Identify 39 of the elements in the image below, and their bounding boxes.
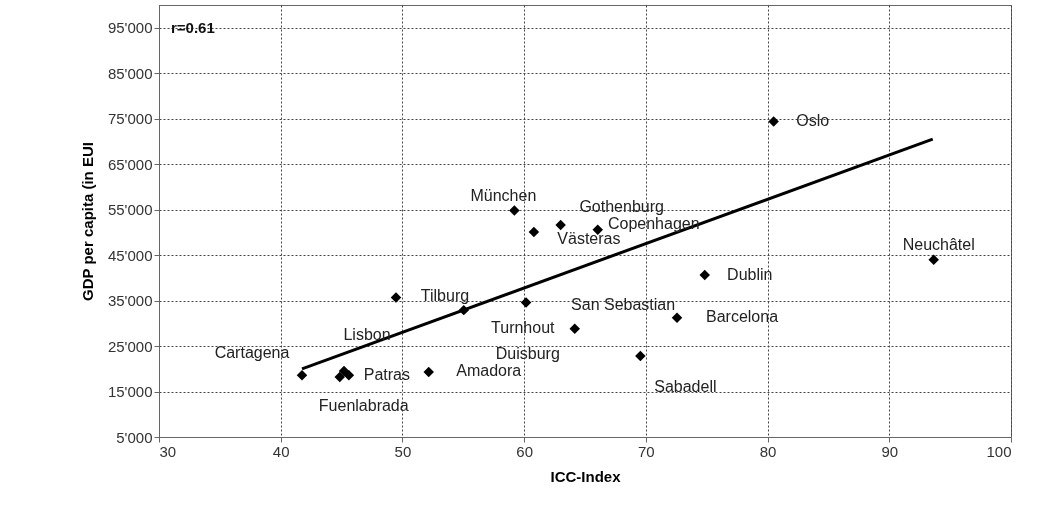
annotation: Turnhout: [491, 318, 556, 336]
annotation: München: [470, 186, 537, 204]
annotation: Copenhagen: [607, 214, 700, 232]
y-tick-label: 35'000: [107, 292, 153, 310]
x-tick-label: 40: [272, 442, 290, 460]
y-tick-label: 95'000: [107, 19, 153, 37]
y-tick-label: 85'000: [107, 64, 153, 82]
x-axis-title: ICC-Index: [550, 467, 622, 485]
annotation: Gothenburg: [579, 198, 664, 216]
annotation: Lisbon: [343, 326, 391, 344]
y-tick-label: 75'000: [107, 110, 153, 128]
annotation: Amadora: [456, 361, 522, 379]
annotation: Oslo: [796, 112, 830, 130]
x-tick-label: 100: [986, 442, 1012, 460]
annotation: Fuenlabrada: [318, 396, 409, 414]
annotation: Duisburg: [495, 345, 560, 363]
x-tick-label: 70: [638, 442, 655, 460]
y-tick-label: 15'000: [107, 383, 153, 401]
annotation: Patras: [363, 366, 410, 384]
annotation: Dublin: [727, 266, 773, 284]
annotation: Västeras: [557, 229, 621, 247]
annotation: Cartagena: [214, 344, 290, 362]
y-tick-label: 5'000: [116, 428, 153, 446]
x-tick-label: 50: [394, 442, 412, 460]
x-tick-label: 90: [881, 442, 899, 460]
y-tick-label: 25'000: [107, 337, 153, 355]
annotation: Tilburg: [420, 287, 470, 305]
y-tick-label: 45'000: [107, 246, 153, 264]
x-tick-label: 60: [516, 442, 533, 460]
y-tick-label: 55'000: [107, 201, 153, 219]
x-tick-label: 80: [759, 442, 777, 460]
annotation: San Sebastian: [571, 296, 676, 314]
y-tick-label: 65'000: [107, 155, 153, 173]
annotation: Neuchâtel: [902, 235, 975, 253]
annotation: r=0.61: [171, 19, 215, 36]
y-axis-title: GDP per capita (in EUI: [78, 142, 96, 301]
x-tick-label: 30: [159, 442, 177, 460]
annotation: Sabadell: [654, 378, 717, 396]
annotation: Barcelona: [705, 307, 779, 325]
